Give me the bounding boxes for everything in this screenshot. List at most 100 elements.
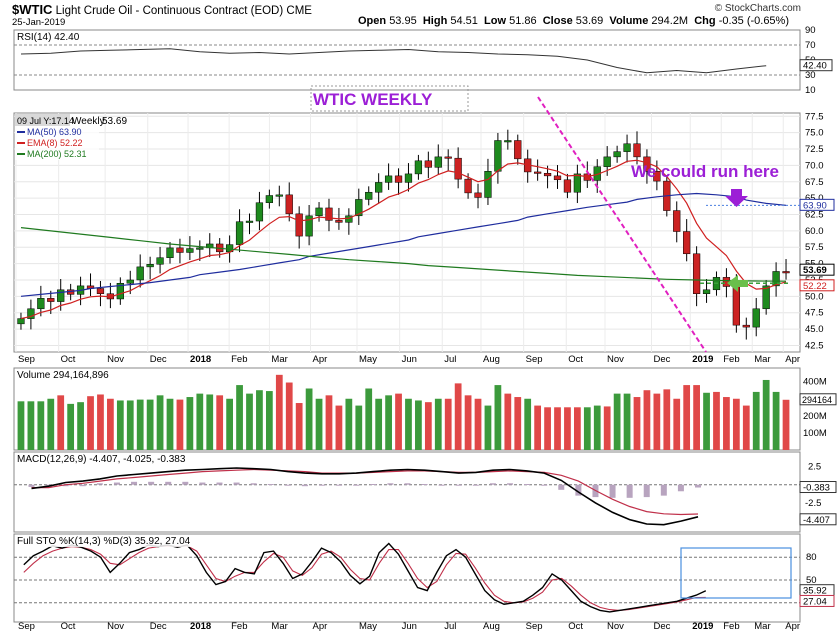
volume-bar xyxy=(424,402,432,450)
candle-body xyxy=(196,247,204,250)
macd-histogram-bar xyxy=(695,484,701,488)
sto-highlight-box xyxy=(680,547,792,599)
volume-bar xyxy=(613,393,621,450)
candle-body xyxy=(484,171,492,198)
volume-bar xyxy=(454,383,462,450)
x-tick-label: Mar xyxy=(271,354,287,365)
candle-body xyxy=(683,231,691,255)
brand-watermark: © StockCharts.com xyxy=(714,3,801,14)
volume-bar xyxy=(583,407,591,450)
rsi-tick-label: 30 xyxy=(805,70,816,81)
macd-histogram-bar xyxy=(216,482,223,485)
legend-label: EMA(8) 52.22 xyxy=(27,138,83,148)
volume-title: Volume 294,164,896 xyxy=(17,370,109,381)
volume-value: 294.2M xyxy=(651,15,689,27)
volume-bar xyxy=(27,401,35,450)
macd-histogram-bar xyxy=(131,481,138,485)
candle-body xyxy=(96,288,105,294)
macd-histogram-bar xyxy=(301,484,308,487)
price-series-title: Weekly xyxy=(72,116,105,127)
sto-d-tag xyxy=(799,594,835,607)
x-tick-label-bottom: Feb xyxy=(723,621,739,631)
macd-histogram-bar xyxy=(404,483,411,485)
candle-body xyxy=(384,175,393,183)
macd-hist-tag xyxy=(799,481,837,494)
candle-body xyxy=(235,221,244,245)
x-tick-label-bottom: Dec xyxy=(150,621,167,631)
candle-body xyxy=(275,194,283,197)
x-tick-label-bottom: Apr xyxy=(785,621,800,631)
volume-bar xyxy=(315,398,323,450)
x-tick-label: Nov xyxy=(107,354,124,365)
volume-bar xyxy=(663,389,671,450)
rsi-tick-label: 10 xyxy=(805,85,816,96)
x-tick-label-bottom: Sep xyxy=(18,621,35,631)
volume-bar xyxy=(285,382,293,450)
x-tick-label: Jun xyxy=(402,354,417,365)
volume-bar xyxy=(683,385,691,450)
price-tag xyxy=(799,279,835,292)
volume-bar xyxy=(574,407,581,450)
close-value: 53.69 xyxy=(575,15,604,27)
rsi-tick-label: 90 xyxy=(805,25,816,36)
volume-tick-label: 100M xyxy=(803,428,827,439)
macd-histogram-bar xyxy=(507,483,514,485)
rsi-tick-label: 70 xyxy=(805,40,816,51)
symbol: $WTIC xyxy=(12,2,53,17)
macd-histogram-bar xyxy=(62,484,69,487)
tooltip-box xyxy=(15,114,70,126)
x-tick-label-bottom: Jun xyxy=(402,621,417,631)
open-value: 53.95 xyxy=(389,15,417,27)
volume-bar xyxy=(246,393,253,450)
candle-body xyxy=(305,215,313,237)
volume-bar xyxy=(355,405,363,450)
volume-label: Volume xyxy=(609,15,649,27)
volume-bar xyxy=(17,401,25,450)
volume-bar xyxy=(593,405,601,450)
x-tick-label-bottom: Dec xyxy=(654,621,671,631)
close-label: Close xyxy=(542,15,573,27)
candle-body xyxy=(17,318,25,325)
candle-body xyxy=(772,271,780,287)
candle-body xyxy=(454,157,462,180)
volume-bar xyxy=(742,405,750,450)
macd-signal-line xyxy=(31,468,699,516)
volume-bar xyxy=(514,397,522,450)
candle-body xyxy=(702,289,711,294)
legend-label: MA(50) 63.90 xyxy=(27,127,82,137)
volume-bar xyxy=(415,400,422,450)
candle-body xyxy=(57,289,65,302)
ema8-line xyxy=(20,159,787,320)
price-tick-label: 45.0 xyxy=(805,324,824,335)
x-tick-label-bottom: May xyxy=(359,621,377,631)
candle-body xyxy=(166,247,174,258)
sto-label-bg xyxy=(15,535,250,547)
x-tick-label-bottom: Apr xyxy=(313,621,328,631)
low-value: 51.86 xyxy=(509,15,537,27)
x-tick-label: Dec xyxy=(654,354,671,365)
candle-body xyxy=(325,207,333,221)
x-tick-label: Oct xyxy=(61,354,76,365)
macd-histogram-bar xyxy=(524,484,531,485)
macd-histogram-bar xyxy=(284,484,291,486)
price-tag xyxy=(799,263,835,276)
volume-bar xyxy=(37,401,45,450)
annotation-title: WTIC WEEKLY xyxy=(313,90,433,109)
candle-body xyxy=(414,160,423,175)
sto-title: Full STO %K(14,3) %D(3) 35.92, 27.04 xyxy=(17,536,191,547)
candle-body xyxy=(295,213,303,237)
candle-body xyxy=(534,171,542,174)
rsi-value-tag xyxy=(799,59,833,72)
volume-bar xyxy=(494,385,502,450)
volume-bar xyxy=(603,406,611,450)
x-tick-label: Jul xyxy=(444,354,456,365)
candle-body xyxy=(474,192,482,198)
x-tick-label-bottom: Feb xyxy=(231,621,247,631)
price-tick-label: 77.5 xyxy=(805,111,824,122)
candle-body xyxy=(514,140,522,160)
volume-bar xyxy=(703,392,710,450)
candle-body xyxy=(315,207,323,217)
ma50-line xyxy=(20,192,787,297)
